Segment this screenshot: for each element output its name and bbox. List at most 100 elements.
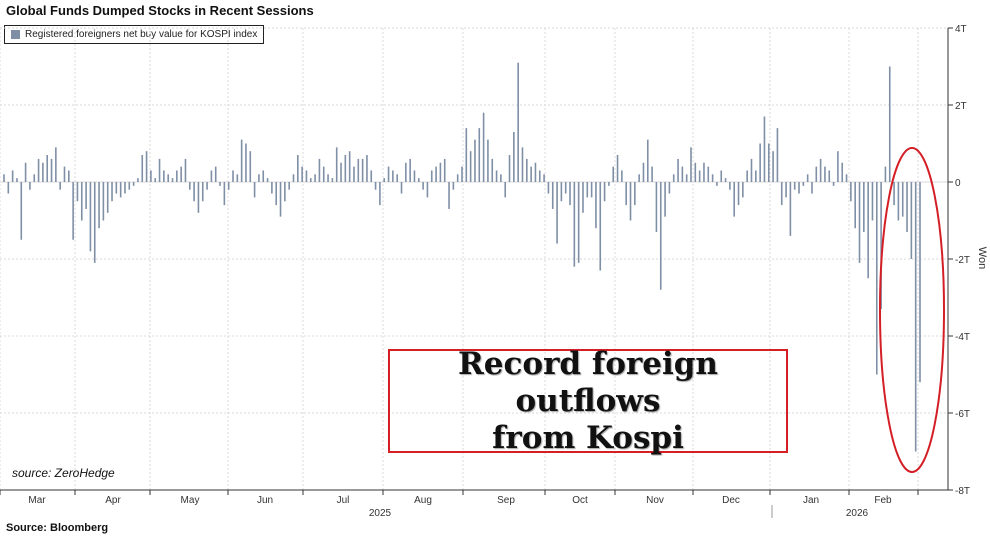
bar: [327, 174, 329, 182]
bar: [210, 170, 213, 182]
bar: [625, 182, 627, 206]
bar: [37, 158, 40, 182]
bar: [249, 151, 252, 182]
bar: [711, 174, 714, 182]
x-tick-label: May: [181, 495, 200, 506]
bar: [534, 162, 537, 182]
y-tick-label: -8T: [955, 486, 970, 497]
bar: [85, 182, 87, 209]
bar: [482, 112, 485, 182]
bar: [538, 170, 541, 182]
bar: [357, 158, 360, 182]
bar: [780, 182, 783, 206]
highlight-ellipse: [879, 147, 945, 473]
bar: [556, 182, 558, 244]
chart-title: Global Funds Dumped Stocks in Recent Ses…: [6, 3, 314, 18]
bar: [253, 182, 256, 198]
bar: [426, 182, 429, 198]
bar: [115, 182, 118, 194]
bar: [370, 170, 373, 182]
bar: [102, 182, 105, 221]
bar: [16, 178, 18, 182]
x-tick-label: Sep: [497, 495, 515, 506]
bar: [430, 170, 433, 182]
bar: [595, 182, 597, 229]
bar: [383, 178, 386, 182]
bar: [694, 162, 697, 182]
y-tick-label: 4T: [955, 24, 967, 35]
bar: [405, 162, 407, 182]
y-ticks: 4T 2T 0 -2T -4T -6T -8T: [948, 24, 970, 497]
bar: [858, 182, 861, 263]
bar: [634, 182, 636, 206]
bar: [841, 162, 844, 182]
annotation-box: Record foreign outflows from Kospi: [388, 346, 788, 456]
bar: [76, 182, 79, 202]
bar: [422, 182, 424, 190]
x-year-label: 2026: [846, 508, 869, 519]
zerohedge-source: source: ZeroHedge: [12, 466, 115, 480]
bar: [93, 182, 96, 263]
legend: Registered foreigners net buy value for …: [4, 25, 265, 44]
bar: [590, 182, 593, 198]
bar: [651, 166, 653, 182]
bar: [867, 182, 869, 279]
bar: [452, 182, 455, 190]
bar: [737, 182, 740, 206]
bar: [577, 182, 580, 263]
bar: [348, 151, 351, 182]
bar: [297, 155, 299, 182]
x-year-label: 2025: [369, 508, 392, 519]
bar: [875, 182, 878, 375]
bar: [361, 158, 364, 182]
bar: [500, 174, 502, 182]
bar: [806, 174, 809, 182]
bar: [850, 182, 852, 202]
bar: [621, 170, 623, 182]
bar: [80, 182, 83, 221]
bar: [400, 182, 403, 194]
bar: [366, 155, 368, 182]
bar: [344, 155, 347, 182]
bar: [785, 182, 787, 198]
bar: [145, 151, 148, 182]
bar: [664, 182, 666, 217]
bar: [469, 151, 472, 182]
bar: [897, 182, 900, 221]
bar: [603, 182, 606, 202]
bar: [763, 116, 766, 182]
bar: [776, 128, 779, 182]
bar: [353, 166, 355, 182]
bar: [668, 182, 671, 194]
bar: [586, 182, 589, 198]
bar: [132, 182, 135, 186]
bar: [417, 178, 420, 182]
bar: [478, 128, 481, 182]
bar: [772, 151, 774, 182]
bar: [871, 182, 874, 221]
x-tick-label: Dec: [722, 495, 740, 506]
bar: [392, 170, 394, 182]
bar: [893, 182, 895, 206]
bar: [824, 166, 826, 182]
bar: [59, 182, 61, 190]
bar: [439, 162, 442, 182]
bar: [219, 182, 221, 186]
bar: [819, 158, 822, 182]
bar: [690, 147, 692, 182]
bar: [279, 182, 282, 217]
bar: [245, 143, 247, 182]
y-tick-label: 0: [955, 178, 961, 189]
bar: [901, 182, 904, 217]
bar: [659, 182, 662, 290]
bar: [20, 182, 23, 240]
bar: [167, 174, 169, 182]
bar: [884, 166, 887, 182]
bar: [214, 166, 217, 182]
bar: [98, 182, 100, 229]
bar: [746, 170, 748, 182]
bar: [914, 182, 917, 452]
bar: [435, 166, 437, 182]
bar: [919, 182, 921, 383]
bar: [24, 162, 27, 182]
